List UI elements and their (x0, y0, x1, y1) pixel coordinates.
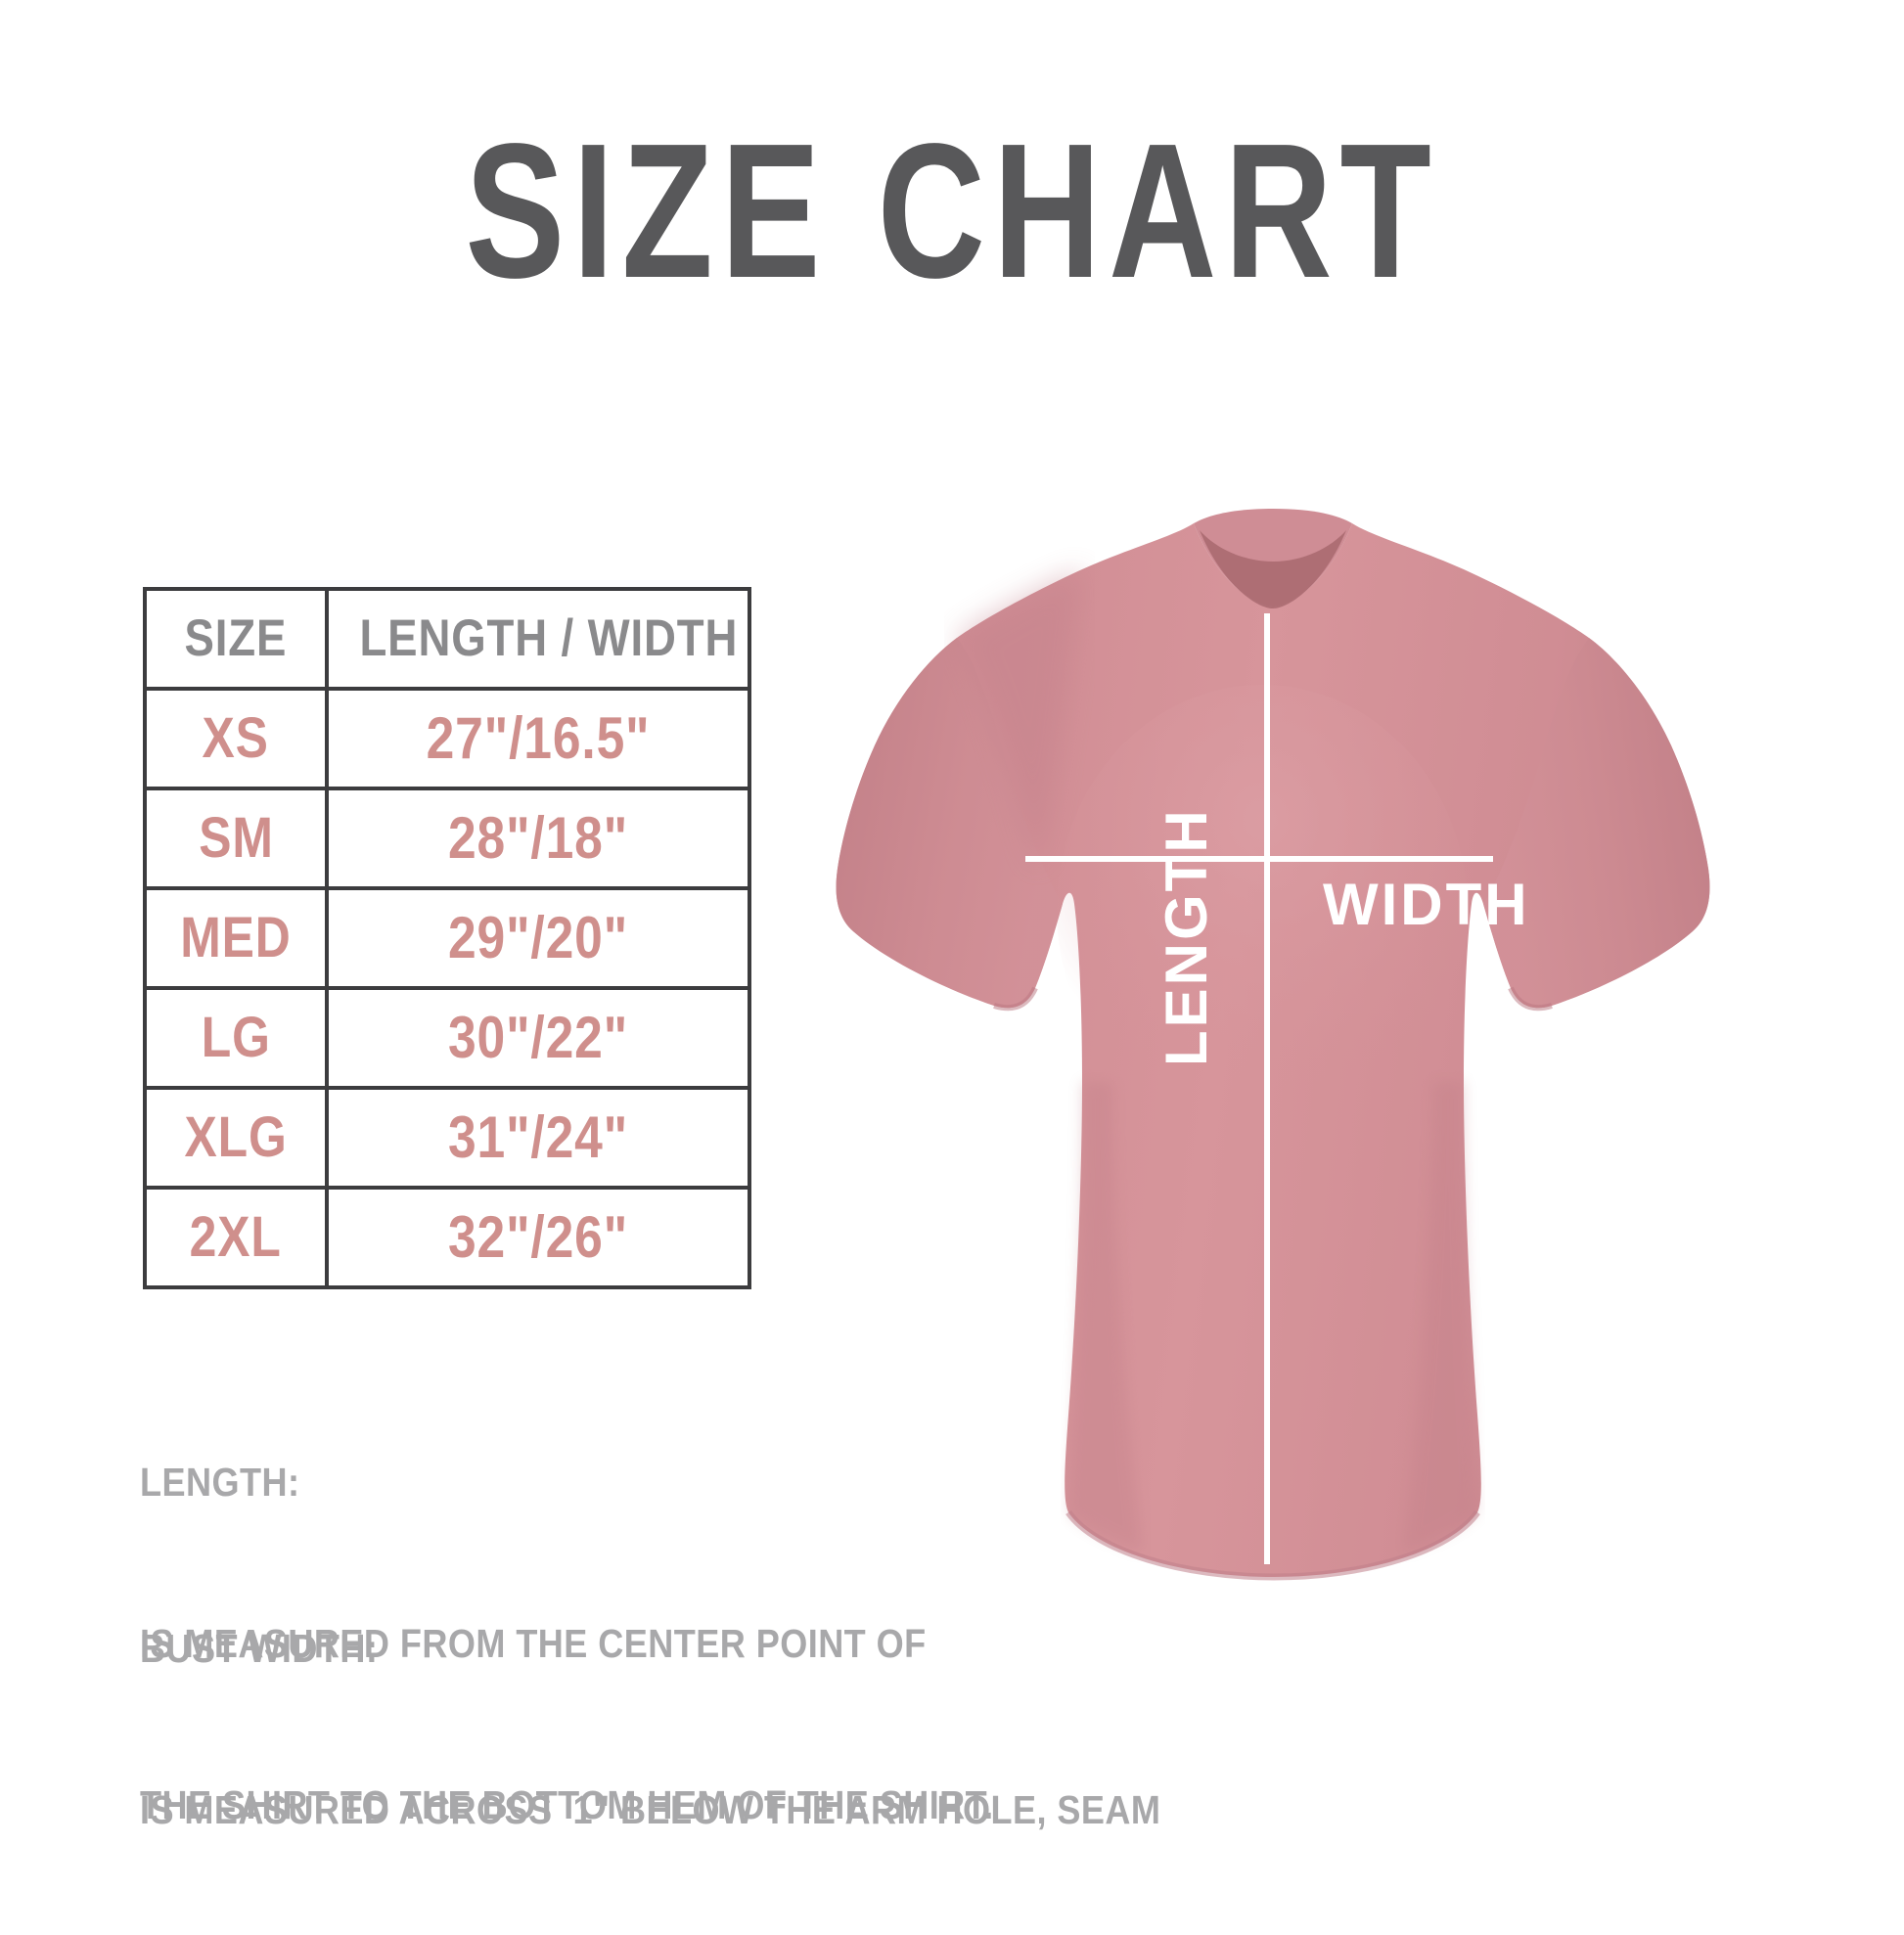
tshirt-illustration (802, 489, 1742, 1663)
width-guide-line (1025, 856, 1493, 862)
table-row: LG 30"/22" (143, 986, 751, 1090)
cell-size-label: SM (198, 806, 274, 870)
cell-size-label: LG (201, 1006, 271, 1069)
note-length: LENGTH: IS MEASURED FROM THE CENTER POIN… (140, 1348, 1111, 1935)
table-row: XS 27"/16.5" (143, 687, 751, 790)
cell-size: LG (143, 986, 329, 1090)
table-header-row: SIZE LENGTH / WIDTH (143, 587, 751, 691)
table-row: 2XL 32"/26" (143, 1186, 751, 1289)
note-length-line2: THE SHIRT TO THE BOTTOM HEM OF THE SHIRT… (140, 1782, 994, 1827)
cell-measurement-label: 32"/26" (447, 1204, 629, 1270)
tshirt-body-shade-left (1068, 1082, 1143, 1552)
cell-measurement: 29"/20" (325, 886, 751, 990)
cell-measurement: 32"/26" (325, 1186, 751, 1289)
width-label: WIDTH (1323, 872, 1530, 937)
cell-measurement: 30"/22" (325, 986, 751, 1090)
tshirt-sleeve-right (1483, 638, 1710, 1009)
note-bust-line1: IS MEASURED ACROSS 1" BELOW THE ARM HOLE… (140, 1787, 1161, 1832)
size-table-head: SIZE LENGTH / WIDTH (143, 587, 751, 691)
tshirt-sleeve-left (836, 638, 1063, 1009)
tshirt-body-shade-right (1403, 1082, 1477, 1552)
note-bust-width: BUST WIDTH: IS MEASURED ACROSS 1" BELOW … (140, 1514, 1316, 1935)
tshirt-icon (836, 509, 1710, 1581)
note-length-heading: LENGTH: (140, 1460, 300, 1505)
tshirt-shoulder-shade-left (957, 569, 1082, 873)
cell-measurement: 27"/16.5" (325, 687, 751, 790)
size-table-body: XS 27"/16.5" SM 28"/18" MED 29"/ (143, 687, 751, 1289)
cell-measurement-label: 27"/16.5" (426, 705, 651, 771)
cell-size: XLG (143, 1086, 329, 1190)
note-bust-heading: BUST WIDTH: (140, 1626, 379, 1671)
cell-size-label: 2XL (189, 1205, 283, 1269)
column-header-size: SIZE (143, 587, 329, 691)
cell-measurement: 31"/24" (325, 1086, 751, 1190)
cell-size-label: XS (202, 706, 270, 770)
column-header-measurement: LENGTH / WIDTH (325, 587, 751, 691)
tshirt-chest-highlight (1057, 685, 1468, 1135)
tshirt-hem (1065, 1509, 1480, 1581)
cell-measurement-label: 28"/18" (447, 805, 629, 871)
cell-size: 2XL (143, 1186, 329, 1289)
table-row: XLG 31"/24" (143, 1086, 751, 1190)
cell-size: SM (143, 787, 329, 890)
cell-measurement-label: 29"/20" (447, 905, 629, 970)
tshirt-neck-shadow (1200, 530, 1346, 608)
length-label: LENGTH (1154, 807, 1219, 1066)
cell-size: XS (143, 687, 329, 790)
table-row: MED 29"/20" (143, 886, 751, 990)
length-guide-line (1264, 613, 1270, 1564)
tshirt-sleeve-hem-right (1508, 986, 1553, 1012)
cell-size-label: MED (180, 906, 292, 969)
note-length-line1: IS MEASURED FROM THE CENTER POINT OF (140, 1621, 927, 1666)
column-header-size-label: SIZE (184, 609, 288, 667)
cell-size: MED (143, 886, 329, 990)
page-title: SIZE CHART (465, 104, 1439, 318)
table-row: SM 28"/18" (143, 787, 751, 890)
column-header-measurement-label: LENGTH / WIDTH (359, 609, 739, 667)
size-table: SIZE LENGTH / WIDTH XS 27"/16.5" SM (143, 587, 751, 1289)
tshirt-sleeve-hem-left (993, 986, 1038, 1012)
cell-size-label: XLG (184, 1105, 288, 1169)
cell-measurement-label: 30"/22" (447, 1005, 629, 1070)
cell-measurement-label: 31"/24" (447, 1104, 629, 1170)
cell-measurement: 28"/18" (325, 787, 751, 890)
